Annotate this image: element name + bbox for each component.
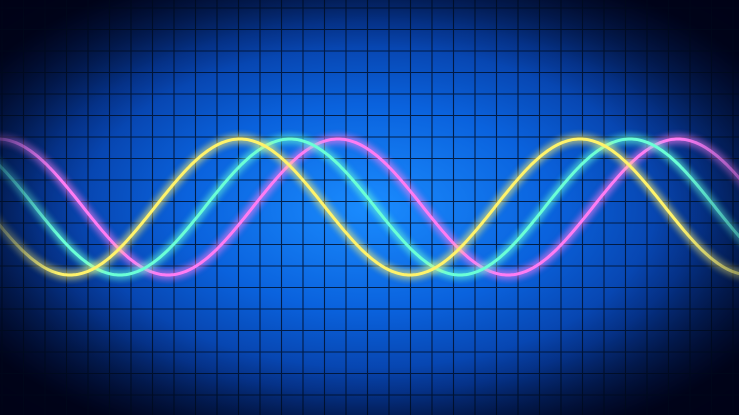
- vignette: [0, 0, 739, 415]
- oscilloscope-scene: [0, 0, 739, 415]
